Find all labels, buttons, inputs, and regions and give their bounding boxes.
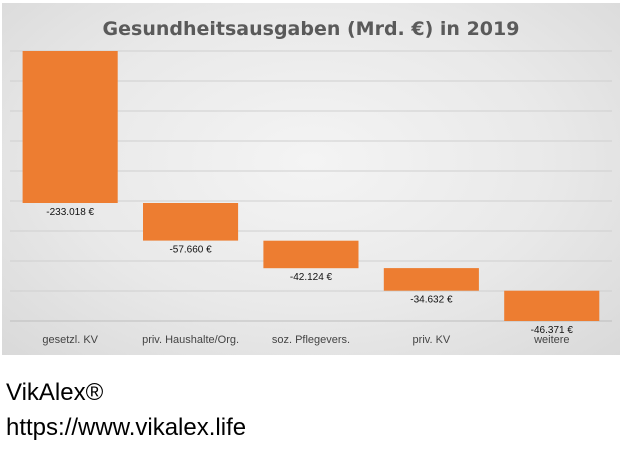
data-label: -42.124 € bbox=[290, 272, 333, 283]
category-label: priv. KV bbox=[413, 334, 451, 346]
waterfall-chart: Gesundheitsausgaben (Mrd. €) in 2019 -23… bbox=[10, 18, 612, 346]
waterfall-bar bbox=[504, 290, 600, 321]
waterfall-bar bbox=[383, 268, 479, 291]
data-label: -57.660 € bbox=[169, 245, 212, 256]
data-label: -46.371 € bbox=[531, 325, 574, 336]
chart-title: Gesundheitsausgaben (Mrd. €) in 2019 bbox=[103, 18, 520, 40]
category-label: gesetzl. KV bbox=[42, 334, 98, 346]
website-url[interactable]: https://www.vikalex.life bbox=[6, 414, 247, 441]
data-label: -233.018 € bbox=[46, 207, 94, 218]
brand-caption: VikAlex® bbox=[6, 379, 104, 406]
category-label: weitere bbox=[533, 334, 569, 346]
waterfall-bar bbox=[22, 51, 118, 203]
data-label: -34.632 € bbox=[410, 295, 453, 306]
chart-panel: Gesundheitsausgaben (Mrd. €) in 2019 -23… bbox=[2, 3, 620, 355]
category-label: soz. Pflegevers. bbox=[272, 334, 350, 346]
category-label: priv. Haushalte/Org. bbox=[142, 334, 239, 346]
waterfall-bar bbox=[143, 203, 239, 241]
waterfall-bar bbox=[263, 240, 359, 269]
